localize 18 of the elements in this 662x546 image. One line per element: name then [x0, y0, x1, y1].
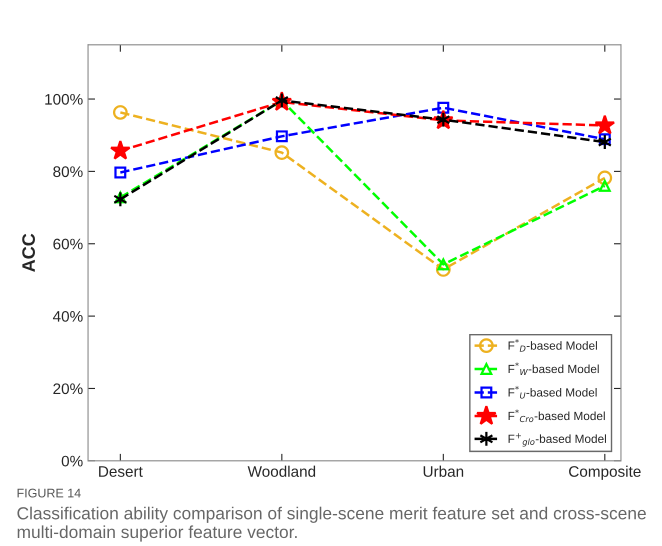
y-axis-title: ACC: [22, 234, 35, 272]
y-tick-label: 0%: [62, 456, 83, 467]
legend-label: F$^{*}$$_{W}$-based Model: [508, 362, 599, 375]
x-tick-label: Woodland: [248, 466, 316, 477]
x-tick-label: Desert: [99, 466, 143, 477]
y-tick-label: 100%: [45, 94, 83, 105]
y-tick-label: 80%: [53, 166, 83, 178]
text: Classification ability comparison of single-scene merit feature set and cross-scene multi-domain superior feature vector.: [17, 506, 646, 542]
x-tick-label: Urban: [424, 466, 464, 477]
x-tick-label: Composite: [569, 466, 641, 480]
y-tick-label: 60%: [53, 238, 83, 250]
legend-label: F$^{+}$$_{glo}$-based Model: [508, 433, 606, 447]
legend-label: F$^{*}$$_{Cro}$-based Model: [508, 409, 605, 422]
caption: FIGURE 14: [18, 488, 81, 498]
legend-label: F$^{*}$$_{D}$-based Model: [508, 339, 597, 352]
y-tick-label: 40%: [52, 310, 83, 322]
y-tick-label: 20%: [53, 383, 83, 394]
legend-label: F$^{*}$$_{U}$-based Model: [508, 386, 597, 399]
